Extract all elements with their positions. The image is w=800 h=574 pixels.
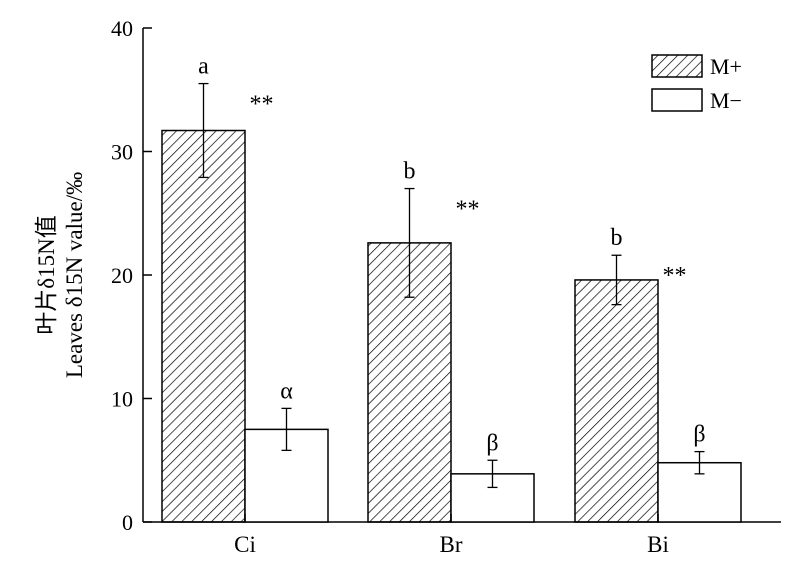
legend-swatch-m-plus	[651, 54, 703, 78]
legend: M+ M−	[651, 54, 742, 113]
significance-letter: b	[611, 225, 623, 251]
x-tick-label: Bi	[647, 532, 669, 557]
y-axis-label-en: Leaves δ15N value/‰	[62, 172, 87, 378]
y-tick-label: 10	[111, 387, 133, 412]
significance-letter: b	[404, 159, 416, 185]
significance-stars: **	[250, 92, 274, 118]
y-axis-label-zh: 叶片δ15N值	[34, 215, 59, 334]
y-tick-label: 30	[111, 140, 133, 165]
y-axis-label: 叶片δ15N值 Leaves δ15N value/‰	[34, 172, 87, 378]
x-axis-ticks: Ci Br Bi	[234, 514, 669, 557]
y-axis-ticks: 0 10 20 30 40	[111, 16, 152, 535]
significance-stars: **	[456, 197, 480, 223]
legend-label-m-minus: M−	[710, 88, 742, 113]
x-tick-label: Br	[440, 532, 463, 557]
bar-bi-m-plus	[574, 279, 659, 523]
bar-ci-m-plus	[161, 129, 246, 523]
annotations: a ** α b ** β b ** β	[198, 54, 705, 457]
significance-stars: **	[663, 263, 687, 289]
significance-letter: α	[280, 378, 293, 404]
significance-letter: β	[693, 422, 705, 448]
y-tick-label: 0	[122, 510, 133, 535]
y-tick-label: 40	[111, 16, 133, 41]
bars	[161, 129, 742, 523]
significance-letter: β	[486, 430, 498, 456]
legend-label-m-plus: M+	[710, 54, 742, 79]
x-tick-label: Ci	[234, 532, 256, 557]
significance-letter: a	[198, 54, 209, 80]
error-bars	[198, 82, 705, 489]
legend-swatch-m-minus	[651, 88, 703, 112]
y-tick-label: 20	[111, 263, 133, 288]
